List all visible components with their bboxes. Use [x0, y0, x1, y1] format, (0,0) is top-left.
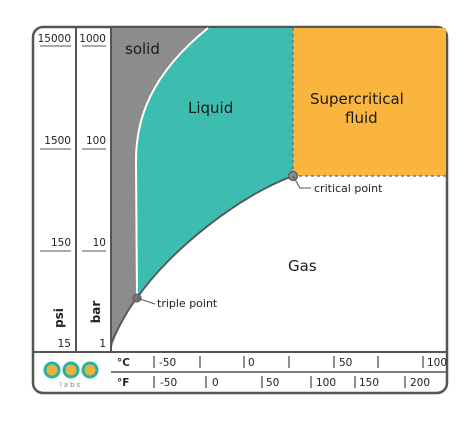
fahrenheit-tick-label: 0	[212, 377, 219, 389]
celsius-unit: °C	[117, 357, 130, 369]
fahrenheit-tick-marks	[153, 376, 406, 388]
supercritical-label-line1: Supercritical	[310, 90, 404, 108]
psi-axis-name: psi	[52, 308, 66, 328]
fahrenheit-tick-label: 50	[266, 377, 279, 389]
fahrenheit-tick-label: 150	[359, 377, 379, 389]
three-rings-logo-icon	[43, 361, 99, 379]
supercritical-label-line2: fluid	[345, 109, 378, 127]
bar-tick-label: 10	[93, 237, 106, 249]
psi-tick-label: 15	[58, 338, 71, 350]
triple-point-label: triple point	[157, 297, 218, 310]
liquid-region	[135, 28, 293, 298]
celsius-tick-label: 50	[339, 357, 352, 369]
bar-tick-label: 100	[86, 135, 106, 147]
celsius-tick-label: 0	[248, 357, 255, 369]
vaporization-curve	[136, 175, 294, 299]
psi-tick-label: 1500	[44, 135, 71, 147]
solid-region	[111, 28, 208, 350]
celsius-tick-label: -50	[159, 357, 176, 369]
solid-label: solid	[125, 40, 160, 58]
critical-point-leader	[292, 175, 311, 189]
fahrenheit-tick-label: 200	[410, 377, 430, 389]
gas-label: Gas	[288, 257, 317, 275]
liquid-label: Liquid	[188, 99, 233, 117]
bar-tick-label: 1	[99, 338, 106, 350]
psi-tick-label: 150	[51, 237, 71, 249]
critical-point-label: critical point	[314, 182, 383, 195]
celsius-tick-marks	[153, 356, 424, 368]
fusion-curve	[134, 27, 209, 299]
bar-axis-name: bar	[89, 301, 103, 324]
fahrenheit-unit: °F	[117, 377, 129, 389]
psi-tick-label: 15000	[38, 33, 71, 45]
supercritical-region	[293, 28, 446, 176]
logo-text: labs	[60, 381, 82, 389]
triple-point-leader	[136, 297, 156, 305]
fahrenheit-tick-label: 100	[316, 377, 336, 389]
fahrenheit-tick-label: -50	[160, 377, 177, 389]
celsius-tick-label: 100	[427, 357, 447, 369]
bar-tick-label: 1000	[79, 33, 106, 45]
